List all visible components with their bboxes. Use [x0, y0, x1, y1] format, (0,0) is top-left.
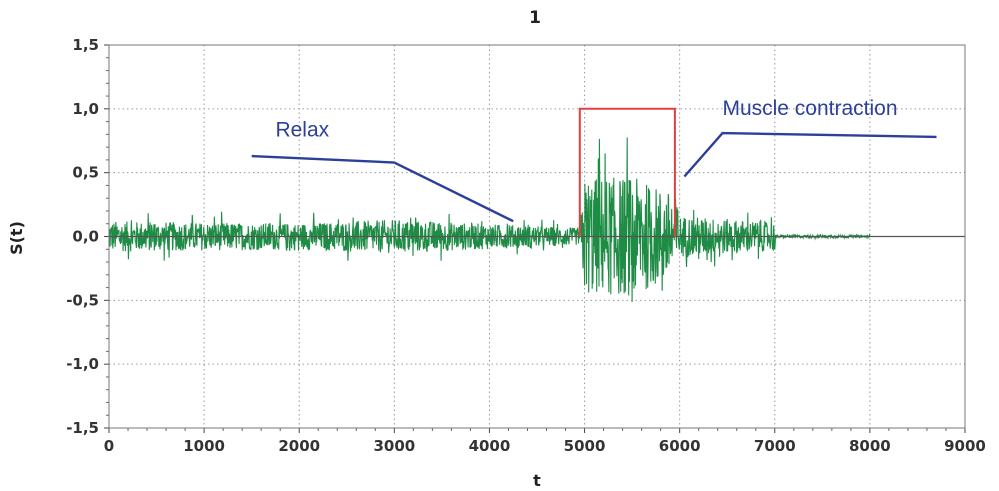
x-tick-label: 5000 — [564, 437, 606, 455]
annotation-leader-line — [683, 131, 937, 178]
plot-border — [108, 44, 966, 429]
x-axis-label: t — [533, 471, 541, 490]
y-tick-label: 0,5 — [72, 164, 99, 182]
annotation-label: Relax — [275, 119, 329, 142]
annotations: Relax Muscle contraction — [251, 97, 937, 223]
y-tick-label: 1,0 — [72, 100, 99, 118]
y-axis-label: S(t) — [7, 221, 26, 255]
y-tick-label: 1,5 — [72, 36, 99, 54]
annotation-leader-line — [251, 154, 514, 223]
y-tick-label: -1,0 — [66, 355, 99, 373]
y-tick-label: 0,0 — [72, 228, 99, 246]
plot-frame — [108, 44, 966, 429]
x-tick-label: 6000 — [659, 437, 701, 455]
x-tick-label: 4000 — [469, 437, 511, 455]
x-tick-label: 7000 — [754, 437, 796, 455]
x-tick-label: 8000 — [849, 437, 891, 455]
y-tick-label: -0,5 — [66, 291, 99, 309]
annotation-label: Muscle contraction — [722, 97, 897, 120]
x-tick-label: 2000 — [278, 437, 320, 455]
x-tick-label: 1000 — [183, 437, 225, 455]
x-tick-label: 9000 — [944, 437, 986, 455]
axis-ticks: 0 1000 2000 3000 4000 5000 6000 7000 8000 9000 -1,… — [66, 36, 986, 455]
contraction-marker-line — [578, 107, 676, 237]
x-tick-label: 3000 — [373, 437, 415, 455]
chart-title: 1 — [529, 8, 541, 28]
x-tick-label: 0 — [104, 437, 114, 455]
series-layer — [108, 107, 965, 302]
y-tick-label: -1,5 — [66, 419, 99, 437]
